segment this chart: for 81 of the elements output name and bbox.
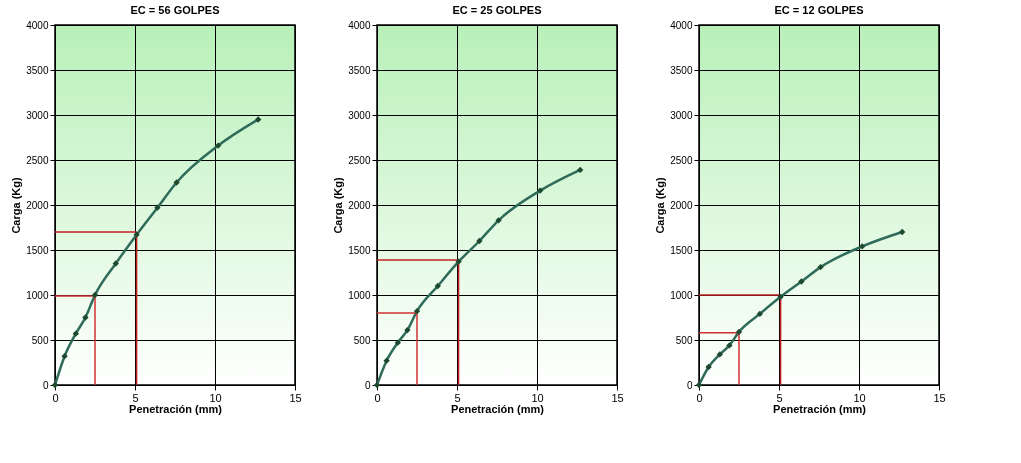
chart-title: EC = 56 GOLPES [130, 4, 220, 16]
point [373, 381, 381, 389]
point [726, 342, 733, 349]
x-axis-title: Penetración (mm) [129, 402, 223, 415]
y-tick-label: 2500 [670, 154, 693, 166]
y-axis-title: Carga (Kg) [654, 177, 667, 234]
point [394, 339, 401, 346]
point [859, 243, 866, 250]
x-tick-label: 0 [52, 391, 59, 404]
point [817, 263, 824, 271]
point [695, 381, 703, 389]
point [404, 326, 411, 334]
point [735, 328, 743, 336]
x-tick-label: 15 [933, 391, 946, 404]
point [112, 260, 119, 267]
x-tick-label: 5 [776, 391, 783, 404]
y-tick-label: 1500 [26, 244, 49, 256]
point [537, 187, 544, 194]
y-tick-label: 3500 [670, 64, 693, 76]
point [72, 330, 79, 337]
y-tick-label: 500 [675, 334, 693, 346]
point [476, 237, 483, 245]
y-tick-label: 2500 [348, 154, 371, 166]
point [434, 282, 441, 290]
point [455, 258, 462, 265]
y-tick-label: 4000 [26, 19, 49, 31]
point [51, 381, 59, 389]
y-tick-label: 1000 [26, 289, 49, 301]
y-tick-label: 4000 [348, 19, 371, 31]
x-axis-title: Penetración (mm) [451, 402, 545, 415]
y-tick-label: 0 [686, 379, 693, 391]
x-tick-label: 0 [696, 391, 703, 404]
x-tick-label: 10 [853, 391, 866, 404]
y-tick-label: 0 [42, 379, 49, 391]
y-tick-label: 3000 [348, 109, 371, 121]
x-tick-label: 10 [531, 391, 544, 404]
y-tick-label: 3500 [348, 64, 371, 76]
point [756, 310, 763, 318]
point [716, 351, 723, 358]
point [91, 291, 99, 299]
y-tick-label: 1000 [348, 289, 371, 301]
point [82, 314, 89, 321]
y-tick-label: 1500 [670, 244, 693, 256]
point [798, 278, 805, 285]
point [413, 308, 421, 315]
chart-title: EC = 25 GOLPES [452, 4, 542, 16]
point [577, 166, 584, 174]
y-tick-label: 2000 [670, 199, 693, 211]
x-tick-label: 0 [374, 391, 381, 404]
point [133, 231, 140, 238]
y-tick-label: 0 [364, 379, 371, 391]
point [154, 204, 161, 211]
point [899, 228, 906, 236]
y-tick-label: 2000 [26, 199, 49, 211]
point [777, 293, 784, 300]
y-tick-label: 2000 [348, 199, 371, 211]
y-tick-label: 3000 [26, 109, 49, 121]
y-axis-title: Carga (Kg) [332, 177, 345, 234]
y-tick-label: 2500 [26, 154, 49, 166]
y-tick-label: 3500 [26, 64, 49, 76]
chart-title: EC = 12 GOLPES [774, 4, 864, 16]
point [255, 116, 262, 123]
x-tick-label: 15 [289, 391, 302, 404]
y-tick-label: 500 [353, 334, 371, 346]
point [61, 353, 68, 360]
x-tick-label: 5 [454, 391, 461, 404]
x-axis-title: Penetración (mm) [773, 402, 867, 415]
y-tick-label: 1500 [348, 244, 371, 256]
x-tick-label: 5 [132, 391, 139, 404]
x-tick-label: 15 [611, 391, 624, 404]
y-axis-title: Carga (Kg) [10, 177, 23, 234]
point [173, 179, 180, 186]
x-tick-label: 10 [209, 391, 222, 404]
y-tick-label: 3000 [670, 109, 693, 121]
y-tick-label: 4000 [670, 19, 693, 31]
point [495, 217, 502, 224]
y-tick-label: 500 [31, 334, 49, 346]
point [383, 357, 390, 364]
y-tick-label: 1000 [670, 289, 693, 301]
point [705, 363, 712, 371]
point [215, 142, 222, 149]
